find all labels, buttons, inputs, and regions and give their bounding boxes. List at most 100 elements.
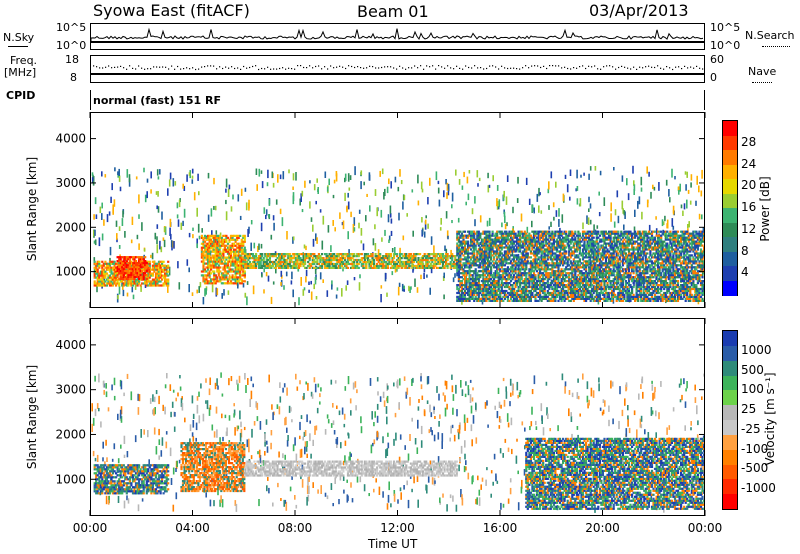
echo-cell	[242, 234, 245, 237]
echo-cell	[104, 280, 107, 283]
echo-cell	[506, 248, 509, 251]
echo-cell	[516, 198, 519, 203]
echo-cell	[268, 257, 271, 260]
echo-cell	[528, 246, 531, 249]
echo-cell	[309, 201, 311, 209]
echo-cell	[385, 264, 388, 268]
echo-cell	[479, 274, 482, 277]
echo-cell	[507, 273, 509, 281]
echo-cell	[467, 262, 470, 265]
echo-cell	[488, 276, 491, 279]
echo-cell	[299, 264, 302, 268]
echo-cell	[669, 197, 671, 203]
echo-cell	[400, 260, 403, 264]
nave-point	[633, 66, 635, 68]
echo-cell	[679, 183, 681, 192]
echo-cell	[545, 264, 548, 272]
echo-cell	[150, 274, 153, 277]
echo-cell	[477, 297, 480, 300]
echo-cell	[633, 189, 635, 195]
echo-cell	[558, 240, 562, 243]
echo-cell	[531, 240, 534, 243]
echo-cell	[520, 293, 523, 296]
echo-cell	[499, 252, 502, 255]
echo-cell	[182, 183, 184, 189]
echo-cell	[410, 286, 412, 290]
echo-cell	[528, 282, 531, 285]
echo-cell	[353, 264, 356, 268]
echo-cell	[490, 274, 493, 277]
echo-cell	[493, 299, 496, 302]
echo-cell	[505, 268, 508, 271]
echo-cell	[217, 266, 220, 269]
echo-cell	[490, 248, 493, 251]
echo-cell	[405, 260, 408, 264]
echo-cell	[222, 234, 225, 237]
echo-cell	[539, 297, 542, 300]
echo-cell	[488, 272, 491, 275]
echo-cell	[98, 237, 101, 247]
echo-cell	[465, 234, 468, 237]
echo-cell	[540, 278, 543, 281]
echo-cell	[346, 280, 349, 285]
echo-cell	[118, 256, 121, 259]
echo-cell	[535, 266, 539, 269]
echo-cell	[243, 274, 246, 277]
echo-cell	[234, 270, 237, 273]
echo-cell	[358, 209, 361, 214]
echo-cell	[314, 255, 317, 258]
echo-cell	[262, 260, 265, 264]
cpid-label: CPID	[6, 89, 36, 102]
echo-cell	[333, 264, 336, 268]
echo-cell	[467, 297, 470, 300]
echo-cell	[275, 267, 277, 274]
echo-cell	[512, 206, 514, 214]
echo-cell	[133, 256, 136, 259]
echo-cell	[284, 253, 287, 256]
echo-cell	[121, 271, 124, 275]
echo-cell	[348, 262, 351, 266]
echo-cell	[406, 255, 409, 258]
echo-cell	[156, 282, 159, 285]
echo-cell	[225, 240, 228, 243]
echo-cell	[485, 246, 488, 249]
echo-cell	[268, 198, 271, 206]
nave-point	[327, 68, 329, 70]
echo-cell	[465, 291, 468, 295]
echo-cell	[242, 262, 245, 265]
echo-cell	[470, 256, 473, 259]
echo-cell	[253, 264, 256, 268]
echo-cell	[532, 246, 536, 249]
echo-cell	[412, 258, 415, 262]
echo-cell	[112, 204, 114, 214]
echo-cell	[514, 293, 517, 296]
echo-cell	[421, 217, 423, 223]
echo-cell	[145, 264, 148, 267]
echo-cell	[311, 266, 314, 269]
echo-cell	[551, 262, 554, 265]
echo-cell	[490, 270, 493, 273]
echo-cell	[125, 274, 128, 277]
echo-cell	[139, 262, 142, 265]
echo-cell	[104, 260, 107, 263]
echo-cell	[220, 272, 223, 275]
echo-cell	[288, 257, 291, 260]
echo-cell	[500, 244, 503, 247]
echo-cell	[200, 236, 203, 239]
echo-cell	[125, 271, 128, 275]
echo-cell	[529, 299, 532, 302]
echo-cell	[272, 281, 275, 285]
echo-cell	[281, 217, 284, 227]
echo-cell	[188, 284, 190, 293]
echo-cell	[500, 230, 503, 233]
echo-cell	[208, 246, 211, 249]
echo-cell	[291, 253, 294, 256]
echo-cell	[131, 269, 135, 273]
echo-cell	[225, 188, 227, 193]
echo-cell	[471, 260, 474, 263]
echo-cell	[105, 278, 108, 281]
echo-cell	[503, 242, 506, 245]
echo-cell	[529, 289, 532, 293]
echo-cell	[108, 268, 112, 271]
echo-cell	[297, 253, 301, 256]
